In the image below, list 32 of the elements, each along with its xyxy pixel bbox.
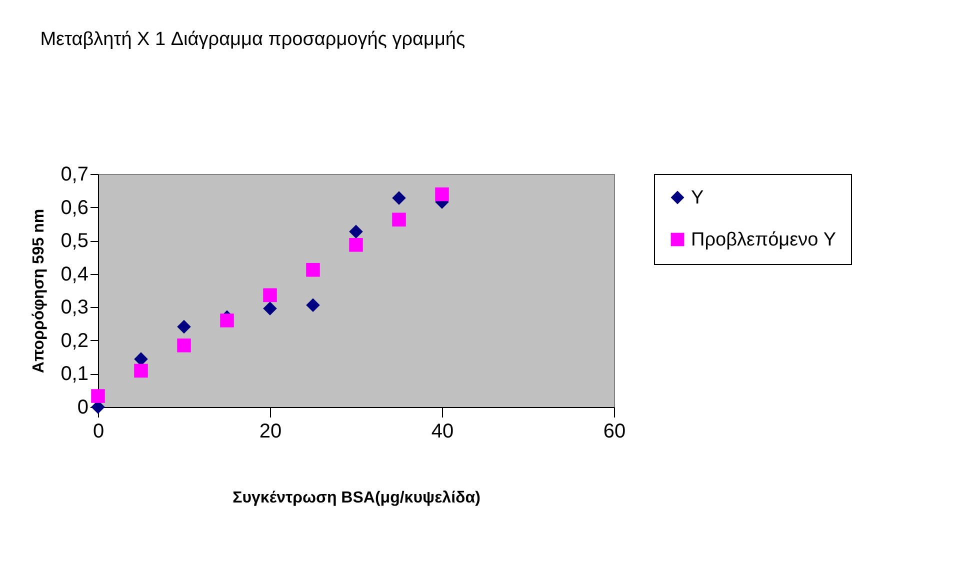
point <box>392 191 406 205</box>
y-tick-label: 0,7 <box>60 164 88 186</box>
y-tick-label: 0,3 <box>60 296 88 319</box>
x-tick-label: 60 <box>603 420 626 442</box>
point <box>349 224 363 238</box>
point <box>392 212 406 226</box>
y-tick-label: 0,4 <box>60 263 88 286</box>
point <box>306 262 320 277</box>
x-tick-label: 40 <box>431 420 454 442</box>
legend-label: Y <box>691 188 704 208</box>
point <box>220 314 234 328</box>
point <box>177 320 191 334</box>
x-tick-label: 20 <box>259 420 282 442</box>
y-tick-label: 0,6 <box>60 196 88 219</box>
point <box>435 187 449 202</box>
point <box>177 338 191 352</box>
chart-title: Μεταβλητή X 1 Διάγραμμα προσαρμογής γραμμής <box>40 29 466 50</box>
point <box>306 298 320 312</box>
x-tick-label: 0 <box>92 420 104 442</box>
legend-label: Προβλεπόμενο Y <box>691 230 836 250</box>
point <box>134 352 148 366</box>
y-tick-label: 0 <box>77 396 88 418</box>
point <box>263 302 277 316</box>
y-tick-label: 0,2 <box>60 330 88 352</box>
y-tick-label: 0,1 <box>60 363 88 386</box>
y-axis-title: Απορρόφηση 595 nm <box>30 208 48 374</box>
point <box>263 288 277 302</box>
point <box>91 389 105 403</box>
y-tick-label: 0,5 <box>60 230 88 252</box>
point <box>349 238 363 252</box>
x-axis-title: Συγκέντρωση BSA(μg/κυψελίδα) <box>232 490 480 506</box>
point <box>134 364 148 378</box>
